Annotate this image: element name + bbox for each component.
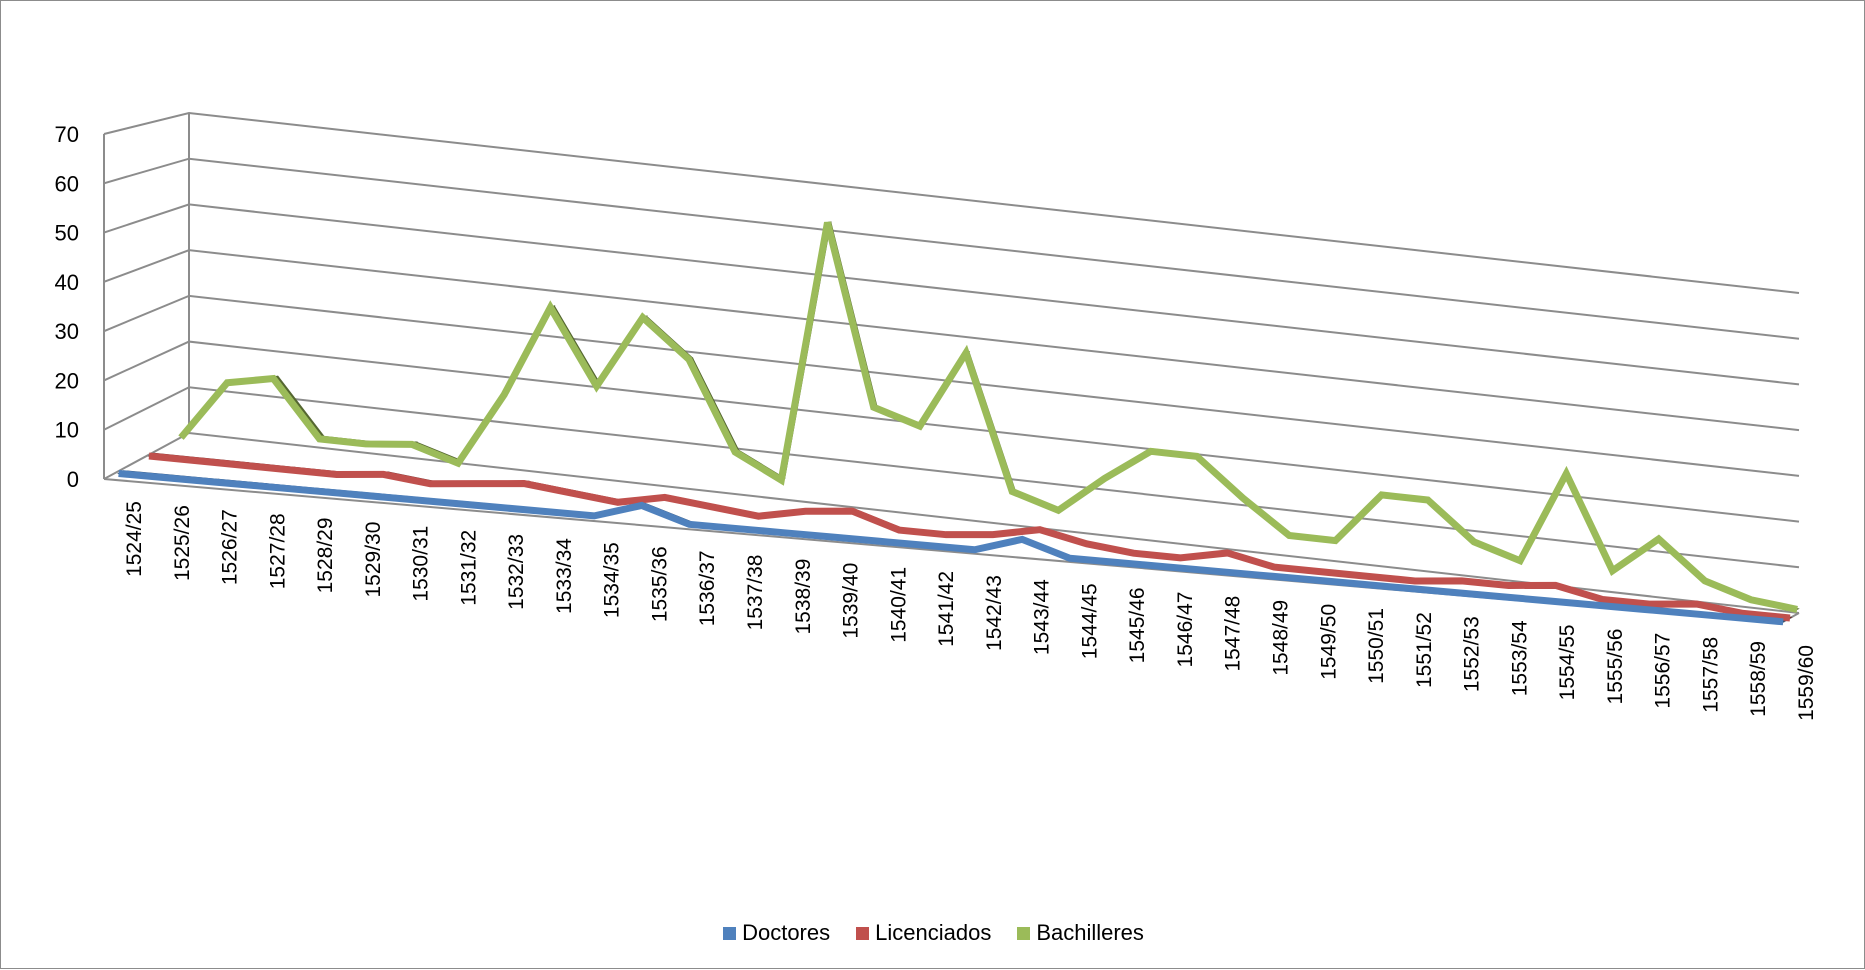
category-label: 1555/56 (1604, 629, 1627, 705)
category-label: 1526/27 (219, 509, 242, 585)
category-label: 1539/40 (840, 563, 863, 639)
legend-label-bachilleres: Bachilleres (1036, 920, 1144, 946)
legend-item-doctores: Doctores (723, 920, 830, 946)
category-label: 1540/41 (887, 567, 910, 643)
gridline-30 (104, 296, 1799, 476)
category-label: 1545/46 (1126, 587, 1149, 663)
category-label: 1553/54 (1508, 620, 1531, 696)
ytick-label: 60 (55, 171, 79, 196)
ytick-label: 50 (55, 221, 79, 246)
category-label: 1547/48 (1222, 596, 1245, 672)
gridline-50 (104, 204, 1799, 384)
ytick-label: 70 (55, 122, 79, 147)
category-label: 1557/58 (1699, 637, 1722, 713)
category-label: 1524/25 (123, 501, 146, 577)
category-label: 1530/31 (410, 526, 433, 602)
legend-swatch-licenciados (856, 927, 869, 940)
category-label: 1548/49 (1270, 600, 1293, 676)
category-label: 1535/36 (648, 546, 671, 622)
category-label: 1531/32 (457, 530, 480, 606)
ytick-label: 10 (55, 418, 79, 443)
category-label: 1532/33 (505, 534, 528, 610)
category-label: 1558/59 (1747, 641, 1770, 717)
legend-swatch-bachilleres (1017, 927, 1030, 940)
legend-label-doctores: Doctores (742, 920, 830, 946)
category-label: 1541/42 (935, 571, 958, 647)
category-label: 1554/55 (1556, 624, 1579, 700)
ytick-label: 20 (55, 368, 79, 393)
category-label: 1525/26 (171, 505, 194, 581)
category-label: 1550/51 (1365, 608, 1388, 684)
gridline-70 (104, 113, 1799, 293)
category-label: 1544/45 (1078, 583, 1101, 659)
category-label: 1552/53 (1461, 616, 1484, 692)
category-label: 1533/34 (553, 538, 576, 614)
legend-item-bachilleres: Bachilleres (1017, 920, 1144, 946)
category-label: 1537/38 (744, 554, 767, 630)
category-label: 1551/52 (1413, 612, 1436, 688)
category-label: 1549/50 (1317, 604, 1340, 680)
ytick-label: 0 (67, 467, 79, 492)
category-label: 1527/28 (266, 513, 289, 589)
category-label: 1536/37 (696, 550, 719, 626)
category-label: 1556/57 (1652, 633, 1675, 709)
category-label: 1546/47 (1174, 592, 1197, 668)
category-label: 1543/44 (1031, 579, 1054, 655)
category-label: 1542/43 (983, 575, 1006, 651)
series-licenciados-line (149, 456, 1790, 618)
category-label: 1538/39 (792, 559, 815, 635)
chart-legend: Doctores Licenciados Bachilleres (1, 918, 1865, 948)
ytick-label: 40 (55, 270, 79, 295)
category-label: 1559/60 (1795, 645, 1818, 721)
category-label: 1529/30 (362, 522, 385, 598)
category-label: 1534/35 (601, 542, 624, 618)
legend-swatch-doctores (723, 927, 736, 940)
gridline-60 (104, 159, 1799, 339)
gridline-40 (104, 250, 1799, 430)
ytick-label: 30 (55, 319, 79, 344)
legend-label-licenciados: Licenciados (875, 920, 991, 946)
legend-item-licenciados: Licenciados (856, 920, 991, 946)
category-label: 1528/29 (314, 517, 337, 593)
